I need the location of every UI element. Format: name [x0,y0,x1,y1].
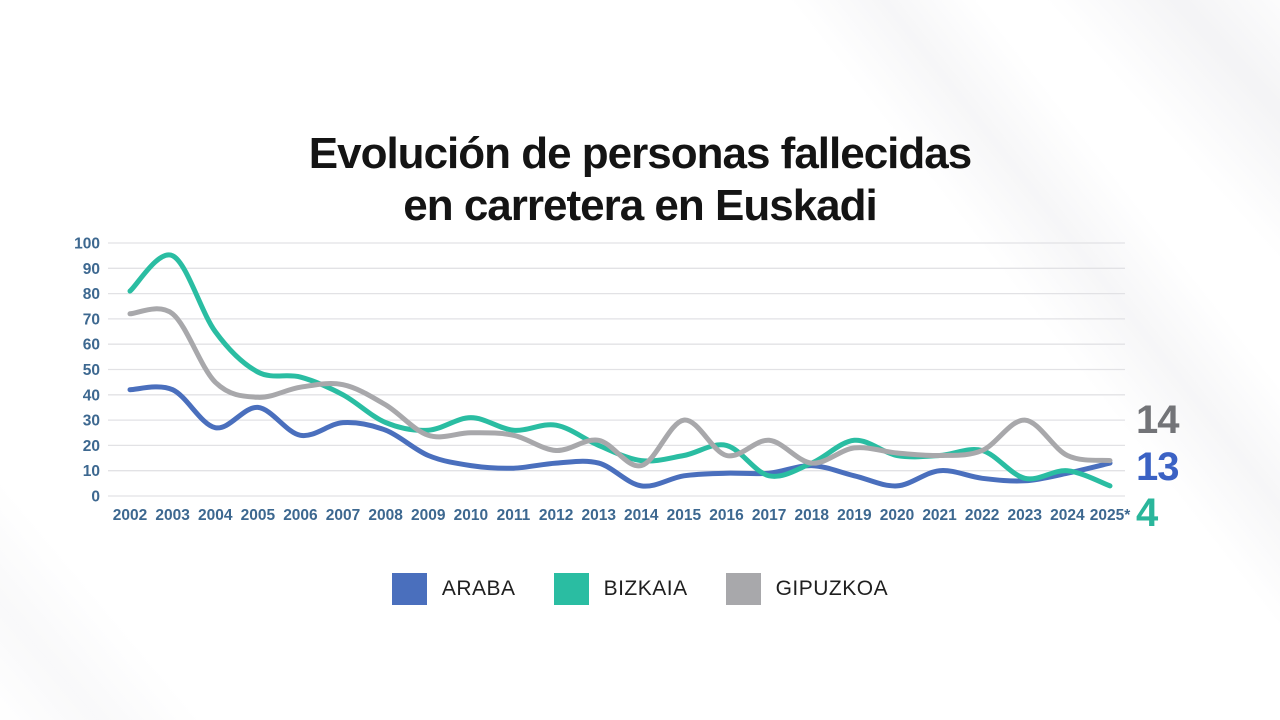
x-axis-tick-label: 2018 [794,507,829,524]
y-axis-tick-label: 20 [83,438,100,455]
x-axis-tick-label: 2014 [624,507,659,524]
series-line-bizkaia [127,252,1113,489]
y-axis-tick-label: 30 [83,413,100,430]
legend-label-gipuzkoa: GIPUZKOA [775,577,889,600]
x-axis-tick-label: 2023 [1008,507,1043,524]
x-axis-tick-label: 2024 [1050,507,1085,524]
x-axis-tick-label: 2010 [454,507,488,524]
chart-title: Evolución de personas fallecidas en carr… [0,128,1280,232]
x-axis-tick-label: 2012 [539,507,573,524]
y-axis-tick-label: 70 [83,311,100,328]
legend-swatch-bizkaia [553,573,589,605]
x-axis-tick-label: 2004 [198,507,233,524]
x-axis-tick-label: 2005 [241,507,276,524]
end-value-label-araba: 13 [1136,445,1179,489]
y-axis-tick-label: 0 [91,489,100,506]
x-axis-tick-label: 2019 [837,507,872,524]
x-axis-tick-label: 2011 [497,507,531,524]
legend-item-bizkaia: BIZKAIA [553,573,688,605]
y-axis-tick-label: 90 [83,261,100,278]
y-axis-tick-label: 80 [83,286,100,303]
y-axis-tick-label: 50 [83,362,100,379]
legend-swatch-gipuzkoa [725,573,761,605]
x-axis-tick-label: 2017 [752,507,786,524]
chart-title-line2: en carretera en Euskadi [403,181,877,230]
legend-label-araba: ARABA [441,577,516,600]
x-axis-tick-label: 2009 [411,507,446,524]
y-axis-tick-label: 60 [83,337,100,354]
x-axis-tick-label: 2003 [155,507,190,524]
x-axis-tick-label: 2021 [922,507,957,524]
x-axis-tick-label: 2015 [667,507,702,524]
x-axis-tick-label: 2013 [581,507,616,524]
x-axis-tick-label: 2016 [709,507,744,524]
x-axis-tick-label: 2020 [880,507,914,524]
y-axis-tick-label: 40 [83,387,100,404]
legend-item-gipuzkoa: GIPUZKOA [725,573,889,605]
x-axis-tick-label: 2008 [368,507,403,524]
x-axis-tick-label: 2006 [283,507,318,524]
y-axis-tick-label: 100 [74,236,100,253]
x-axis-tick-label: 2025* [1090,507,1131,524]
end-value-label-bizkaia: 4 [1136,491,1158,535]
legend-label-bizkaia: BIZKAIA [603,577,688,600]
x-axis-tick-label: 2007 [326,507,360,524]
x-axis-tick-label: 2022 [965,507,999,524]
series-line-araba [127,384,1113,489]
y-axis-tick-label: 10 [83,463,100,480]
chart-title-line1: Evolución de personas fallecidas [308,129,972,178]
end-value-label-gipuzkoa: 14 [1136,398,1179,442]
legend-item-araba: ARABA [391,573,516,605]
chart-legend: ARABA BIZKAIA GIPUZKOA [0,573,1280,605]
series-line-gipuzkoa [127,306,1113,469]
x-axis-tick-label: 2002 [113,507,147,524]
legend-swatch-araba [391,573,427,605]
